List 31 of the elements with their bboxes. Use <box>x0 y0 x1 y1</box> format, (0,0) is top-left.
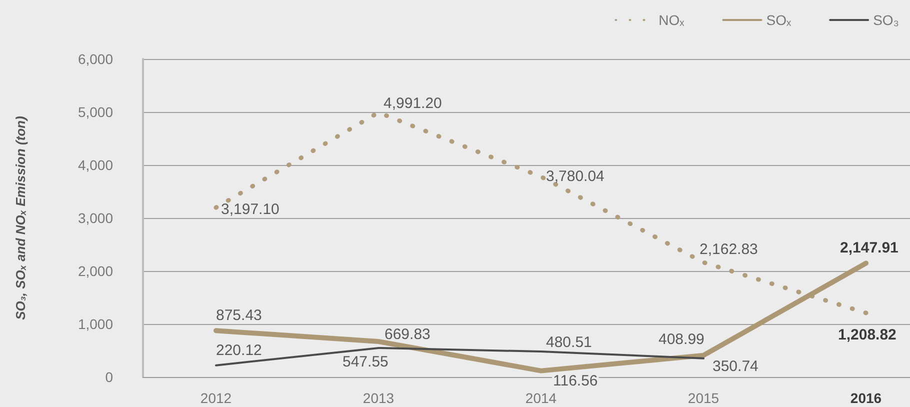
legend-label: SO₃ <box>873 12 900 28</box>
data-label: 669.83 <box>384 326 430 343</box>
data-label: 547.55 <box>342 353 388 370</box>
data-label: 220.12 <box>216 342 262 359</box>
y-axis-title: SO₃, SOₓ and NOₓ Emission (ton) <box>13 116 28 320</box>
y-tick-label: 1,000 <box>78 316 114 332</box>
data-label: 875.43 <box>216 307 262 324</box>
y-tick-label: 5,000 <box>78 104 114 120</box>
x-tick-label: 2014 <box>525 390 557 406</box>
data-label: 116.56 <box>553 372 598 390</box>
data-label: 1,208.82 <box>838 326 896 344</box>
data-label: 2,147.91 <box>840 240 898 257</box>
data-label: 3,197.10 <box>221 201 280 218</box>
data-label: 2,162.83 <box>700 240 758 258</box>
data-label: 3,780.04 <box>546 168 604 186</box>
data-label: 480.51 <box>546 334 592 352</box>
data-label: 4,991.20 <box>384 94 442 112</box>
x-tick-label: 2015 <box>688 390 720 406</box>
x-tick-label: 2016 <box>850 390 882 406</box>
line-series <box>215 346 704 366</box>
y-tick-label: 6,000 <box>78 51 114 67</box>
legend-label: NOₓ <box>658 12 685 28</box>
y-tick-label: 2,000 <box>78 263 114 279</box>
x-tick-label: 2013 <box>362 390 394 406</box>
y-tick-label: 4,000 <box>78 157 114 173</box>
legend-label: SOₓ <box>766 12 792 28</box>
data-label: 408.99 <box>658 330 704 348</box>
y-tick-label: 0 <box>105 369 114 385</box>
y-tick-label: 3,000 <box>78 210 114 226</box>
data-label: 350.74 <box>712 358 758 375</box>
x-tick-label: 2012 <box>200 390 232 406</box>
